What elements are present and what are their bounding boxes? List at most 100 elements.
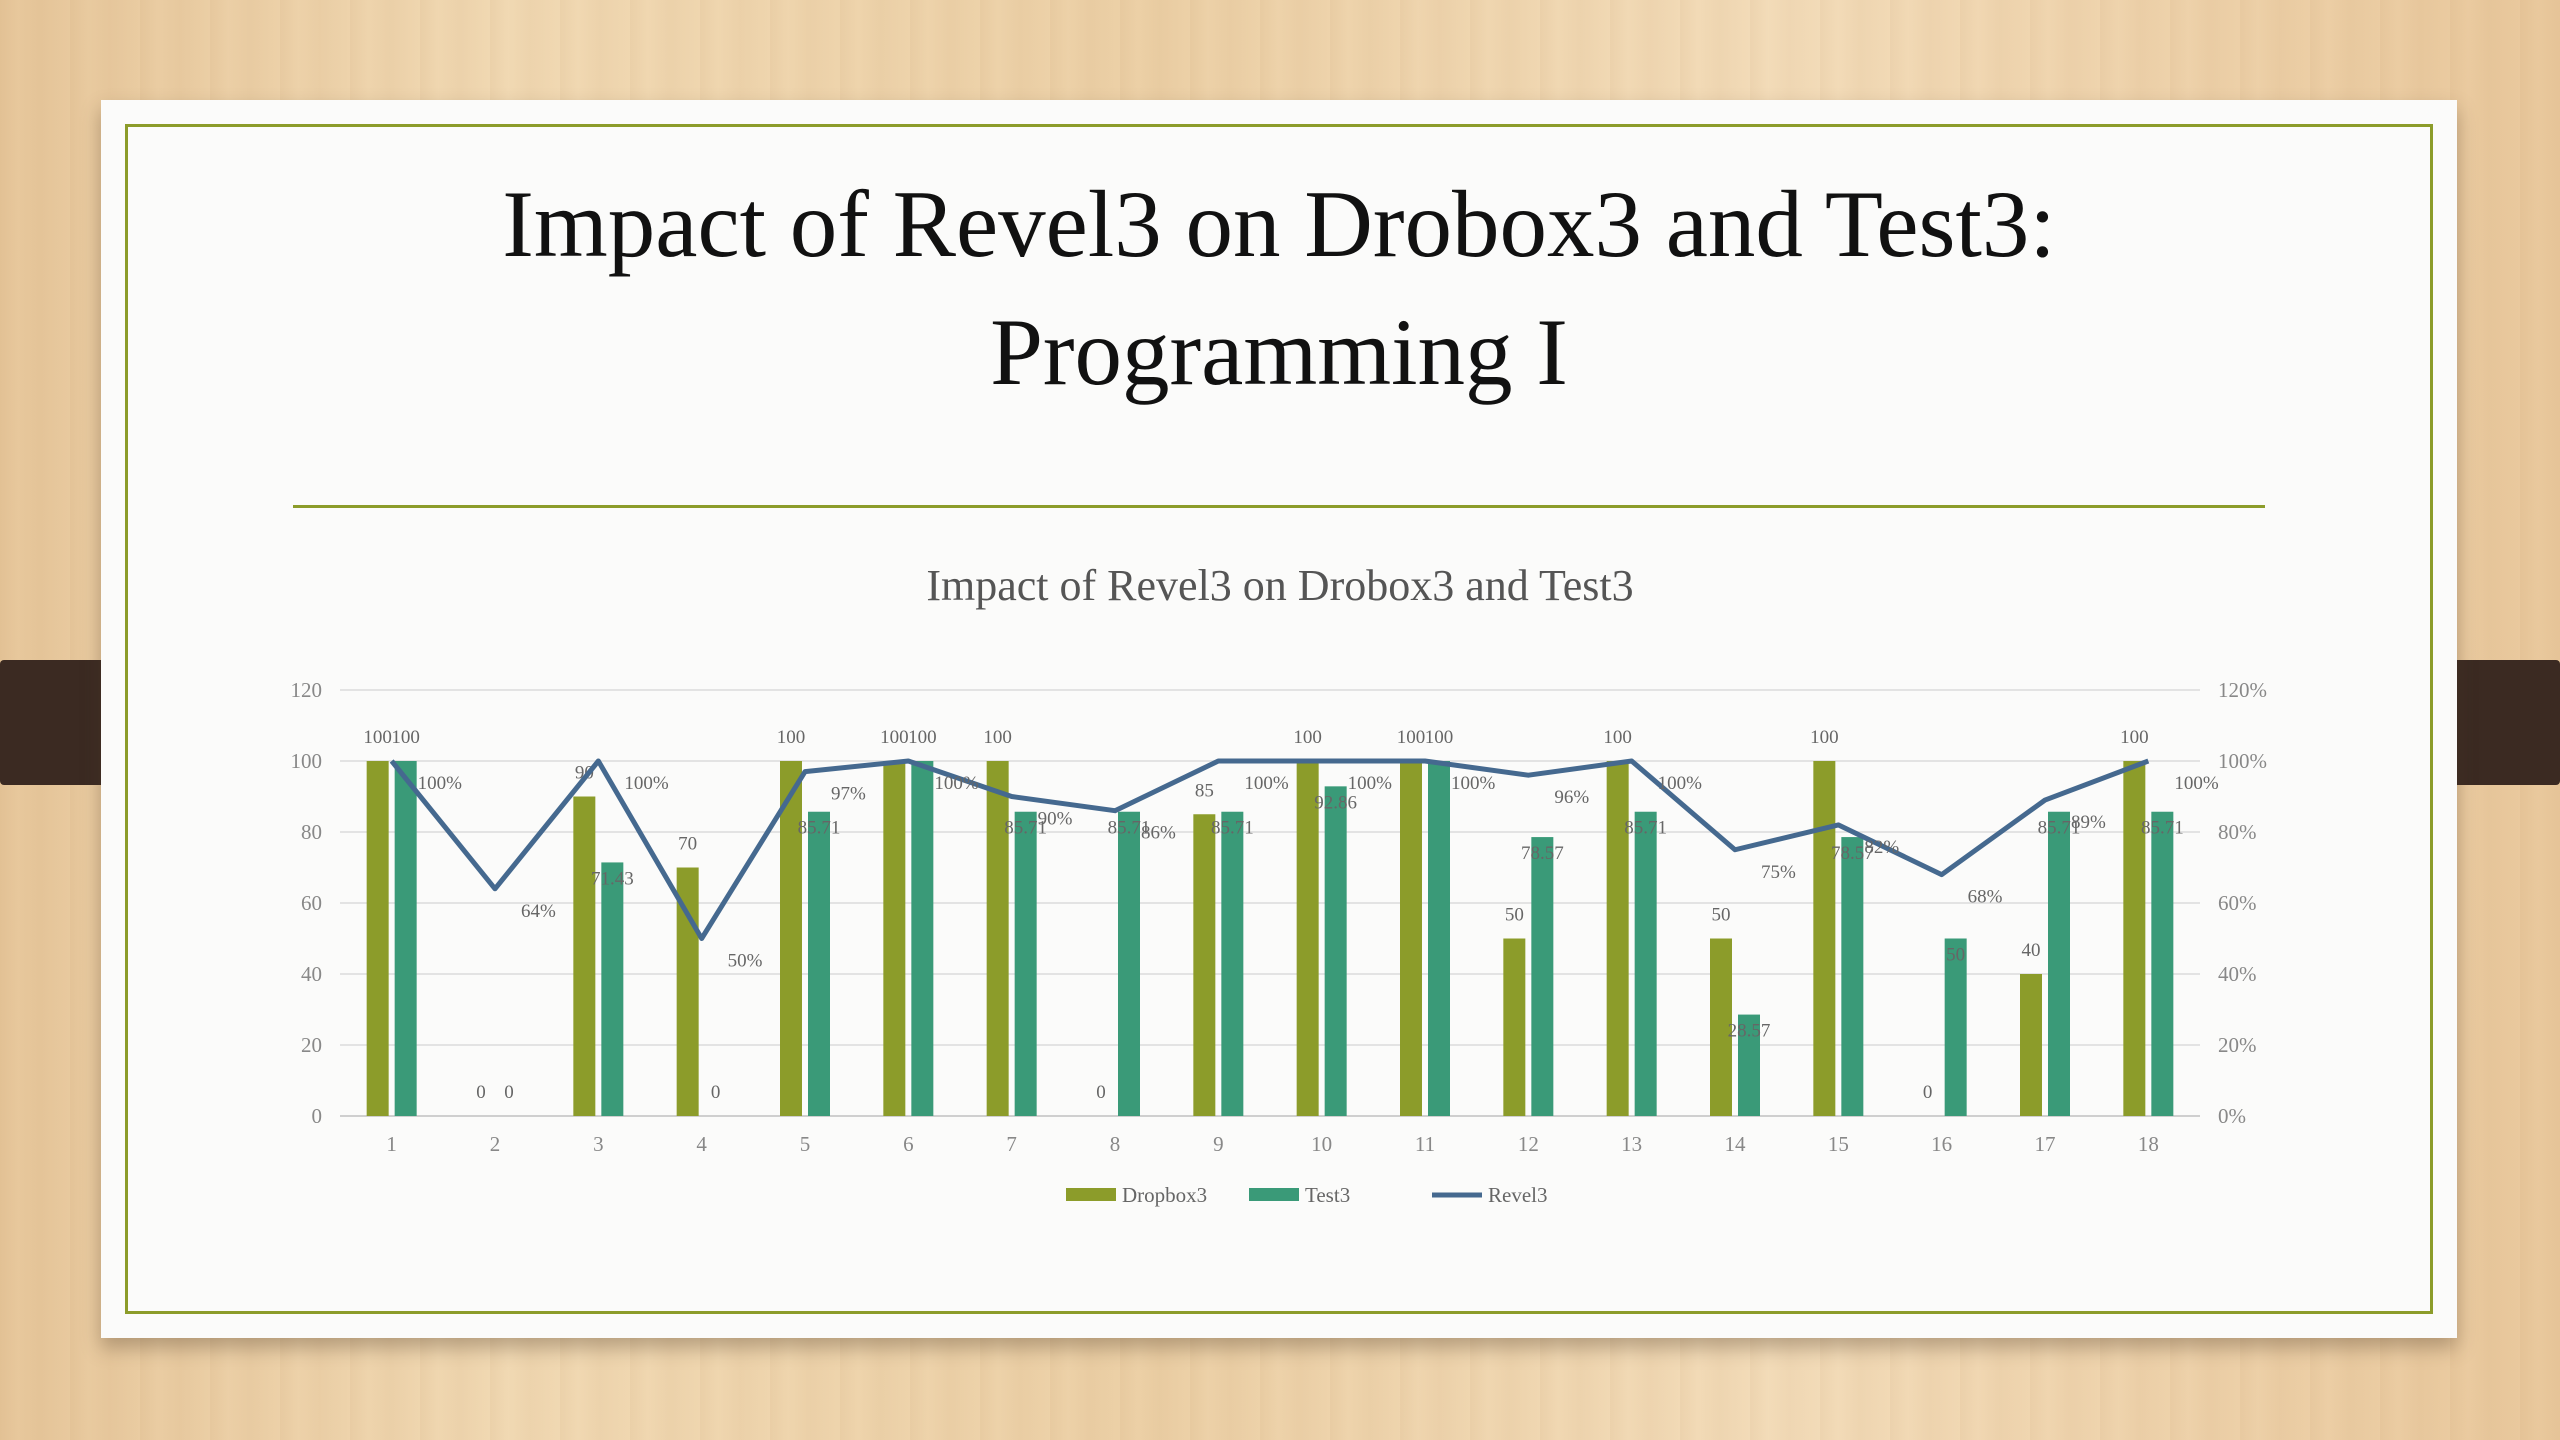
- bar-test3: [808, 811, 830, 1116]
- bar-dropbox3: [2020, 974, 2042, 1116]
- bar-test3: [1014, 811, 1037, 1116]
- data-label-dropbox3: 100: [777, 727, 806, 748]
- data-label-revel3: 68%: [1968, 887, 2003, 908]
- x-tick-label: 15: [1828, 1132, 1849, 1156]
- line-revel3: [389, 758, 2150, 941]
- data-label-test3: 100: [1425, 727, 1454, 748]
- data-label-revel3: 64%: [521, 901, 556, 922]
- data-label-dropbox3: 100: [1293, 727, 1322, 748]
- data-label-dropbox3: 100: [1397, 727, 1426, 748]
- x-tick-label: 9: [1213, 1132, 1224, 1156]
- data-label-dropbox3: 40: [2022, 940, 2041, 961]
- legend-swatch-dropbox3: [1066, 1188, 1116, 1201]
- title-divider: [293, 505, 2265, 508]
- bar-test3: [1531, 837, 1554, 1116]
- data-label-revel3: 82%: [1864, 837, 1899, 858]
- bar-dropbox3: [1503, 938, 1526, 1116]
- data-label-test3: 100: [391, 727, 420, 748]
- data-label-test3: 92.86: [1314, 792, 1357, 813]
- x-tick-label: 13: [1621, 1132, 1642, 1156]
- data-label-test3: 0: [711, 1082, 721, 1103]
- data-label-revel3: 96%: [1554, 787, 1589, 808]
- data-label-dropbox3: 100: [1810, 727, 1839, 748]
- bar-test3: [601, 862, 624, 1116]
- x-tick-label: 12: [1518, 1132, 1539, 1156]
- data-label-dropbox3: 70: [678, 834, 697, 855]
- data-label-dropbox3: 0: [1923, 1082, 1933, 1103]
- data-label-revel3: 86%: [1141, 823, 1176, 844]
- slide-title-line2: Programming I: [990, 299, 1568, 405]
- data-label-test3: 71.43: [591, 868, 634, 889]
- bar-dropbox3: [1400, 761, 1422, 1116]
- y-tick-label: 80: [301, 820, 322, 844]
- data-label-dropbox3: 85: [1195, 780, 1214, 801]
- data-label-revel3: 100%: [1451, 773, 1496, 794]
- x-tick-label: 14: [1725, 1132, 1747, 1156]
- x-tick-label: 5: [800, 1132, 811, 1156]
- y2-tick-label: 80%: [2218, 820, 2257, 844]
- x-tick-label: 7: [1006, 1132, 1017, 1156]
- data-label-revel3: 100%: [934, 773, 979, 794]
- bar-dropbox3: [1606, 761, 1629, 1116]
- data-label-revel3: 100%: [1658, 773, 1703, 794]
- x-tick-label: 18: [2138, 1132, 2159, 1156]
- bar-dropbox3: [780, 761, 802, 1116]
- bar-dropbox3: [883, 761, 906, 1116]
- bar-dropbox3: [1193, 814, 1216, 1116]
- y-tick-label: 20: [301, 1033, 322, 1057]
- data-label-test3: 85.71: [2141, 818, 2184, 839]
- bar-test3: [394, 761, 417, 1116]
- data-label-revel3: 100%: [1244, 773, 1289, 794]
- data-label-dropbox3: 0: [1096, 1082, 1106, 1103]
- y2-tick-label: 40%: [2218, 962, 2257, 986]
- data-label-revel3: 75%: [1761, 862, 1796, 883]
- slide-card: Impact of Revel3 on Drobox3 and Test3: P…: [101, 100, 2457, 1338]
- x-tick-label: 1: [386, 1132, 397, 1156]
- legend-label-revel3: Revel3: [1488, 1183, 1547, 1207]
- x-tick-label: 16: [1931, 1132, 1952, 1156]
- data-label-test3: 78.57: [1831, 843, 1874, 864]
- slide-title-line1: Impact of Revel3 on Drobox3 and Test3:: [502, 171, 2056, 277]
- bar-dropbox3: [1813, 761, 1836, 1116]
- bar-test3: [1738, 1014, 1760, 1116]
- bar-test3: [1634, 811, 1657, 1116]
- x-tick-label: 17: [2035, 1132, 2056, 1156]
- data-label-test3: 50: [1946, 945, 1965, 966]
- data-label-dropbox3: 90: [575, 763, 594, 784]
- chart-title: Impact of Revel3 on Drobox3 and Test3: [926, 561, 1633, 610]
- y-tick-label: 40: [301, 962, 322, 986]
- bar-dropbox3: [986, 761, 1009, 1116]
- slide-title: Impact of Revel3 on Drobox3 and Test3: P…: [101, 160, 2457, 416]
- x-tick-label: 10: [1311, 1132, 1332, 1156]
- bar-dropbox3: [676, 867, 699, 1116]
- bar-dropbox3: [366, 761, 389, 1116]
- x-tick-label: 8: [1110, 1132, 1121, 1156]
- legend-label-test3: Test3: [1305, 1183, 1350, 1207]
- y2-tick-label: 0%: [2218, 1104, 2246, 1128]
- data-label-test3: 78.57: [1521, 843, 1564, 864]
- data-label-revel3: 100%: [624, 773, 669, 794]
- data-label-dropbox3: 100: [2120, 727, 2149, 748]
- bar-dropbox3: [573, 796, 596, 1116]
- y2-tick-label: 100%: [2218, 749, 2267, 773]
- legend-label-dropbox3: Dropbox3: [1122, 1183, 1207, 1207]
- x-tick-label: 2: [490, 1132, 501, 1156]
- data-label-revel3: 97%: [831, 784, 866, 805]
- bar-test3: [2151, 811, 2174, 1116]
- y-tick-label: 120: [291, 678, 323, 702]
- y-tick-label: 100: [291, 749, 323, 773]
- data-label-test3: 28.57: [1728, 1021, 1771, 1042]
- y2-tick-label: 60%: [2218, 891, 2257, 915]
- y-tick-label: 60: [301, 891, 322, 915]
- bar-test3: [1221, 811, 1244, 1116]
- bar-dropbox3: [2123, 761, 2146, 1116]
- slide-frame: [125, 124, 2433, 1314]
- data-label-revel3: 100%: [1348, 773, 1393, 794]
- y2-tick-label: 120%: [2218, 678, 2267, 702]
- data-label-test3: 85.71: [1004, 818, 1047, 839]
- data-label-revel3: 89%: [2071, 812, 2106, 833]
- data-label-dropbox3: 100: [363, 727, 392, 748]
- data-label-test3: 0: [504, 1082, 514, 1103]
- data-label-test3: 85.71: [798, 818, 841, 839]
